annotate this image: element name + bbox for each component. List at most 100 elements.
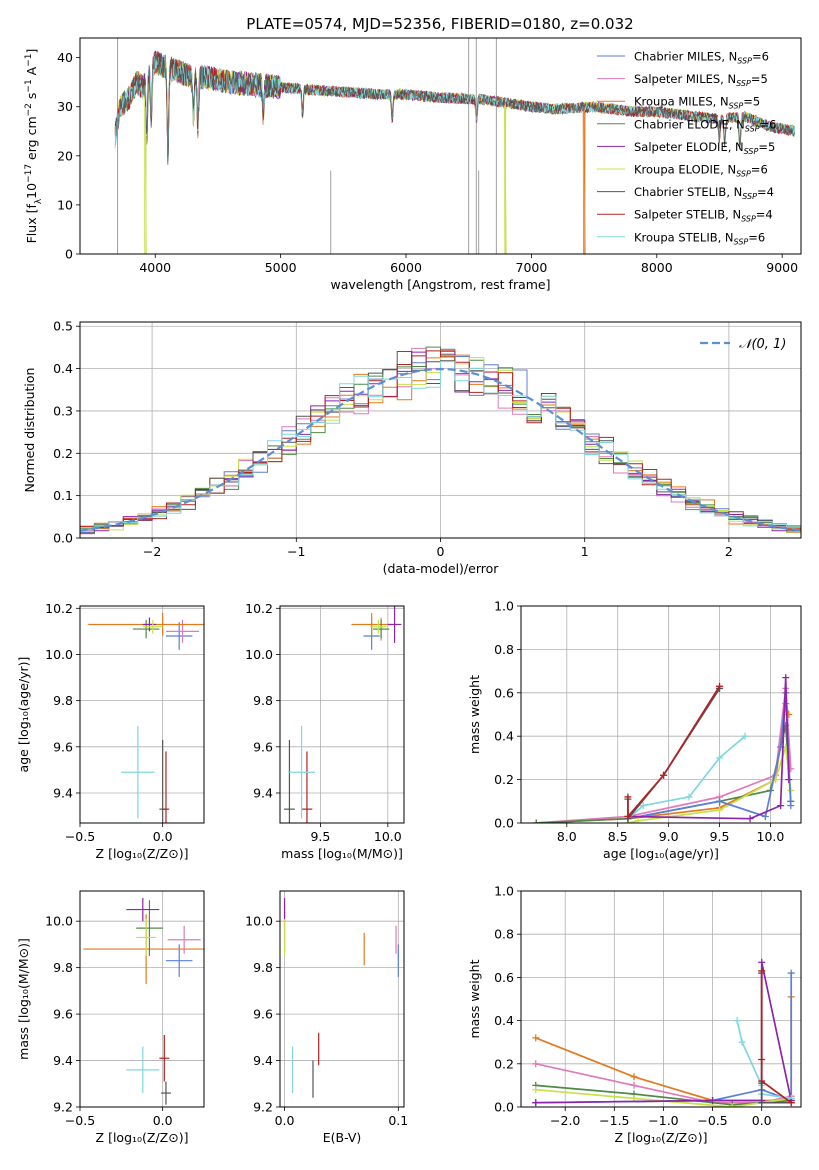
y-tick-label: 9.2 — [53, 1100, 73, 1115]
legend-entry-subscript: SSP — [729, 102, 744, 111]
y-tick-label: 10.0 — [45, 914, 73, 929]
y-axis-label-part: −1 — [24, 54, 34, 67]
errorbar-point — [88, 612, 204, 637]
y-tick-label: 0.2 — [53, 446, 73, 461]
y-tick-label: 10.0 — [245, 914, 273, 929]
weight-marker — [785, 776, 793, 784]
errorbar-point — [121, 726, 155, 819]
y-axis-label-part: λ — [34, 198, 44, 204]
errorbar-point — [132, 619, 160, 639]
weight-marker — [716, 754, 724, 762]
errorbar-point — [159, 1035, 170, 1082]
legend-entry-nssp: 4 — [765, 208, 772, 222]
weight-line — [535, 1088, 792, 1107]
y-tick-label: 20 — [57, 148, 73, 163]
x-tick-label: 8000 — [641, 260, 673, 275]
x-tick-label: 0.0 — [153, 1113, 173, 1128]
panel-mass-vs-ebv: 0.0 0.1 9.2 9.4 9.6 9.8 10.0 E(B-V) — [245, 890, 408, 1145]
weight-marker — [639, 802, 647, 810]
legend-entry-label: Kroupa MILES, N — [634, 95, 729, 109]
weight-series — [624, 732, 749, 823]
y-tick-label: 0.6 — [494, 970, 514, 985]
legend-entry-eq: = — [748, 230, 758, 244]
y-axis-label: mass weight — [467, 959, 482, 1038]
y-tick-label: 10.2 — [45, 601, 73, 616]
panel-age-vs-Z: −0.5 0.0 9.4 9.6 9.8 10.0 10.2 Z [log₁₀(Z/Z⊙)] a… — [16, 601, 205, 861]
weight-marker — [532, 1034, 540, 1042]
y-axis-label-part: Flux [f — [24, 204, 39, 244]
x-axis-label: Z [log₁₀(Z/Z⊙)] — [96, 1130, 189, 1145]
y-axis-label: mass weight — [467, 675, 482, 754]
legend-entry-eq: = — [756, 208, 766, 222]
legend-entry-eq: = — [760, 117, 770, 131]
weight-marker — [787, 969, 795, 977]
plot-frame — [279, 605, 405, 824]
weight-marker — [624, 793, 632, 801]
legend-entry-nssp: 5 — [753, 95, 760, 109]
plot-frame — [79, 321, 802, 539]
weight-marker — [630, 1081, 638, 1089]
y-axis-label: age [log₁₀(age/yr)] — [16, 657, 31, 773]
y-tick-label: 0.0 — [53, 531, 73, 546]
x-tick-label: −1.0 — [648, 1113, 678, 1128]
y-axis-label-part: A — [24, 66, 39, 79]
legend-entry: Chabrier MILES, NSSP=6 — [634, 50, 769, 66]
y-tick-label: 30 — [57, 99, 73, 114]
y-axis-label: Normed distribution — [22, 368, 37, 493]
x-tick-label: 0.0 — [752, 1113, 772, 1128]
y-tick-label: 9.8 — [253, 960, 273, 975]
x-tick-label: 0.0 — [153, 829, 173, 844]
legend-entry-subscript: SSP — [736, 170, 751, 179]
weight-marker — [532, 1060, 540, 1068]
x-tick-label: 7000 — [516, 260, 548, 275]
x-tick-label: −0.5 — [65, 1113, 95, 1128]
weight-series — [624, 689, 795, 823]
x-tick-label: −1.5 — [599, 1113, 629, 1128]
errorbar-point — [165, 622, 193, 650]
x-tick-label: 6000 — [390, 260, 422, 275]
x-axis-label: E(B-V) — [323, 1130, 362, 1145]
y-tick-label: 9.8 — [53, 960, 73, 975]
y-tick-label: 9.6 — [253, 739, 273, 754]
weight-series — [532, 700, 793, 823]
x-tick-label: 10.0 — [374, 829, 402, 844]
legend-entry-nssp: 6 — [769, 117, 776, 131]
errorbar-point — [126, 897, 160, 922]
weight-marker — [630, 1073, 638, 1081]
legend-entry-subscript: SSP — [737, 57, 752, 66]
spectrum-cutoff — [144, 106, 147, 254]
errorbar-point — [387, 606, 402, 643]
x-tick-label: 5000 — [265, 260, 297, 275]
y-tick-label: 1.0 — [494, 599, 514, 614]
legend-entry-subscript: SSP — [736, 79, 751, 88]
legend-entry-label: Chabrier MILES, N — [634, 50, 737, 64]
spectrum-line — [114, 51, 795, 163]
x-tick-label: −0.5 — [697, 1113, 727, 1128]
y-axis-label-part: s — [24, 93, 39, 104]
weight-marker — [733, 1017, 741, 1025]
y-tick-label: 0.8 — [494, 642, 514, 657]
legend-entry-eq: = — [751, 72, 761, 86]
panel-age-vs-mass: 9.5 10.0 9.4 9.6 9.8 10.0 10.2 mass [log₁₀(M/M⊙… — [245, 601, 405, 861]
legend-entry: Chabrier STELIB, NSSP=4 — [634, 185, 774, 201]
weight-marker — [758, 967, 766, 975]
x-tick-label: 2 — [725, 544, 733, 559]
y-tick-label: 10.0 — [245, 647, 273, 662]
weight-marker — [709, 1097, 717, 1105]
errorbar-point — [288, 726, 316, 819]
panel-residual-histogram: −2 −1 0 1 2 0.0 0.1 0.2 0.3 0.4 0.5 (data-model)/er… — [22, 319, 802, 576]
x-tick-label: 9.5 — [310, 829, 330, 844]
x-axis-label: Z [log₁₀(Z/Z⊙)] — [615, 1130, 708, 1145]
y-tick-label: 1.0 — [494, 884, 514, 899]
x-tick-label: 10.0 — [757, 829, 785, 844]
y-axis-label-part: −2 — [24, 103, 34, 116]
weight-marker — [746, 815, 754, 823]
legend-entry-subscript: SSP — [741, 215, 756, 224]
x-axis-label: age [log₁₀(age/yr)] — [603, 846, 719, 861]
x-tick-label: 9.5 — [710, 829, 730, 844]
legend-entry-eq: = — [751, 163, 761, 177]
weight-marker — [758, 958, 766, 966]
errorbar-point — [165, 944, 193, 977]
x-tick-label: −0.5 — [65, 829, 95, 844]
y-tick-label: 9.4 — [53, 785, 73, 800]
